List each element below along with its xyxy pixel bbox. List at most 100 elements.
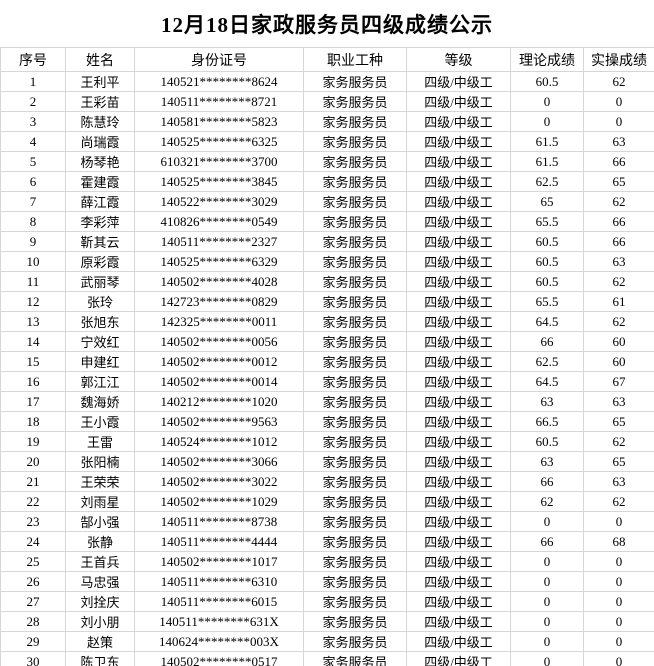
cell-name: 王彩苗 (65, 91, 135, 112)
cell-id-number: 140521********8624 (134, 71, 304, 92)
cell-name: 张阳楠 (65, 451, 135, 472)
cell-id-number: 140502********0014 (134, 371, 304, 392)
cell-job-type: 家务服务员 (303, 311, 407, 332)
cell-theory-score: 0 (510, 611, 584, 632)
col-header-level: 等级 (406, 47, 511, 72)
cell-name: 刘拴庆 (65, 591, 135, 612)
cell-job-type: 家务服务员 (303, 191, 407, 212)
cell-level: 四级/中级工 (406, 311, 511, 332)
table-row: 13 张旭东 142325********0011 家务服务员 四级/中级工 64.5 62 (0, 311, 654, 332)
cell-practical-score: 0 (583, 591, 654, 612)
cell-level: 四级/中级工 (406, 171, 511, 192)
table-body: 1 王利平 140521********8624 家务服务员 四级/中级工 60.5 62 2… (0, 71, 654, 666)
cell-practical-score: 63 (583, 391, 654, 412)
table-row: 10 原彩霞 140525********6329 家务服务员 四级/中级工 60.5 63 (0, 251, 654, 272)
cell-name: 李彩萍 (65, 211, 135, 232)
cell-practical-score: 60 (583, 331, 654, 352)
cell-practical-score: 65 (583, 451, 654, 472)
cell-id-number: 140502********4028 (134, 271, 304, 292)
cell-id-number: 140581********5823 (134, 111, 304, 132)
cell-practical-score: 0 (583, 111, 654, 132)
cell-practical-score: 61 (583, 291, 654, 312)
cell-serial: 21 (0, 471, 66, 492)
cell-serial: 27 (0, 591, 66, 612)
cell-practical-score: 65 (583, 171, 654, 192)
cell-name: 张旭东 (65, 311, 135, 332)
cell-level: 四级/中级工 (406, 151, 511, 172)
cell-job-type: 家务服务员 (303, 431, 407, 452)
cell-serial: 9 (0, 231, 66, 252)
cell-serial: 15 (0, 351, 66, 372)
cell-practical-score: 68 (583, 531, 654, 552)
cell-level: 四级/中级工 (406, 91, 511, 112)
cell-serial: 25 (0, 551, 66, 572)
table-row: 26 马忠强 140511********6310 家务服务员 四级/中级工 0 0 (0, 571, 654, 592)
cell-level: 四级/中级工 (406, 371, 511, 392)
cell-serial: 18 (0, 411, 66, 432)
table-row: 14 宁效红 140502********0056 家务服务员 四级/中级工 66 60 (0, 331, 654, 352)
cell-name: 王雷 (65, 431, 135, 452)
cell-id-number: 140502********0056 (134, 331, 304, 352)
cell-practical-score: 65 (583, 411, 654, 432)
table-row: 5 杨琴艳 610321********3700 家务服务员 四级/中级工 61.5 66 (0, 151, 654, 172)
cell-theory-score: 0 (510, 591, 584, 612)
cell-serial: 24 (0, 531, 66, 552)
cell-id-number: 140511********4444 (134, 531, 304, 552)
table-row: 27 刘拴庆 140511********6015 家务服务员 四级/中级工 0 0 (0, 591, 654, 612)
cell-level: 四级/中级工 (406, 531, 511, 552)
cell-job-type: 家务服务员 (303, 491, 407, 512)
cell-name: 马忠强 (65, 571, 135, 592)
table-row: 22 刘雨星 140502********1029 家务服务员 四级/中级工 62 62 (0, 491, 654, 512)
table-row: 6 霍建霞 140525********3845 家务服务员 四级/中级工 62.5 65 (0, 171, 654, 192)
cell-level: 四级/中级工 (406, 391, 511, 412)
table-row: 12 张玲 142723********0829 家务服务员 四级/中级工 65.5 61 (0, 291, 654, 312)
cell-id-number: 140502********1017 (134, 551, 304, 572)
cell-level: 四级/中级工 (406, 291, 511, 312)
cell-id-number: 142325********0011 (134, 311, 304, 332)
cell-job-type: 家务服务员 (303, 351, 407, 372)
page-title: 12月18日家政服务员四级成绩公示 (161, 12, 493, 37)
cell-job-type: 家务服务员 (303, 631, 407, 652)
cell-practical-score: 60 (583, 351, 654, 372)
cell-job-type: 家务服务员 (303, 531, 407, 552)
cell-theory-score: 0 (510, 91, 584, 112)
cell-name: 武丽琴 (65, 271, 135, 292)
table-row: 9 靳其云 140511********2327 家务服务员 四级/中级工 60.5 66 (0, 231, 654, 252)
cell-theory-score: 60.5 (510, 251, 584, 272)
cell-serial: 17 (0, 391, 66, 412)
cell-name: 刘雨星 (65, 491, 135, 512)
cell-job-type: 家务服务员 (303, 251, 407, 272)
cell-serial: 2 (0, 91, 66, 112)
cell-theory-score: 66.5 (510, 411, 584, 432)
col-header-name: 姓名 (65, 47, 135, 72)
cell-id-number: 140522********3029 (134, 191, 304, 212)
cell-serial: 4 (0, 131, 66, 152)
cell-theory-score: 66 (510, 531, 584, 552)
table-row: 30 陈卫东 140502********0517 家务服务员 四级/中级工 0 0 (0, 651, 654, 666)
cell-theory-score: 61.5 (510, 131, 584, 152)
table-row: 1 王利平 140521********8624 家务服务员 四级/中级工 60.5 62 (0, 71, 654, 92)
cell-practical-score: 67 (583, 371, 654, 392)
cell-theory-score: 0 (510, 511, 584, 532)
cell-level: 四级/中级工 (406, 491, 511, 512)
cell-theory-score: 0 (510, 551, 584, 572)
scores-table: 序号 姓名 身份证号 职业工种 等级 理论成绩 实操成绩 1 王利平 140521*… (0, 47, 654, 666)
table-row: 4 尚瑞霞 140525********6325 家务服务员 四级/中级工 61.5 63 (0, 131, 654, 152)
cell-theory-score: 60.5 (510, 271, 584, 292)
cell-serial: 10 (0, 251, 66, 272)
cell-practical-score: 62 (583, 431, 654, 452)
cell-theory-score: 66 (510, 331, 584, 352)
cell-theory-score: 61.5 (510, 151, 584, 172)
cell-job-type: 家务服务员 (303, 231, 407, 252)
table-header-row: 序号 姓名 身份证号 职业工种 等级 理论成绩 实操成绩 (0, 47, 654, 72)
cell-job-type: 家务服务员 (303, 611, 407, 632)
cell-level: 四级/中级工 (406, 571, 511, 592)
cell-job-type: 家务服务员 (303, 451, 407, 472)
cell-job-type: 家务服务员 (303, 211, 407, 232)
cell-id-number: 410826********0549 (134, 211, 304, 232)
cell-level: 四级/中级工 (406, 331, 511, 352)
cell-theory-score: 64.5 (510, 371, 584, 392)
cell-job-type: 家务服务员 (303, 371, 407, 392)
cell-name: 王荣荣 (65, 471, 135, 492)
cell-id-number: 140212********1020 (134, 391, 304, 412)
